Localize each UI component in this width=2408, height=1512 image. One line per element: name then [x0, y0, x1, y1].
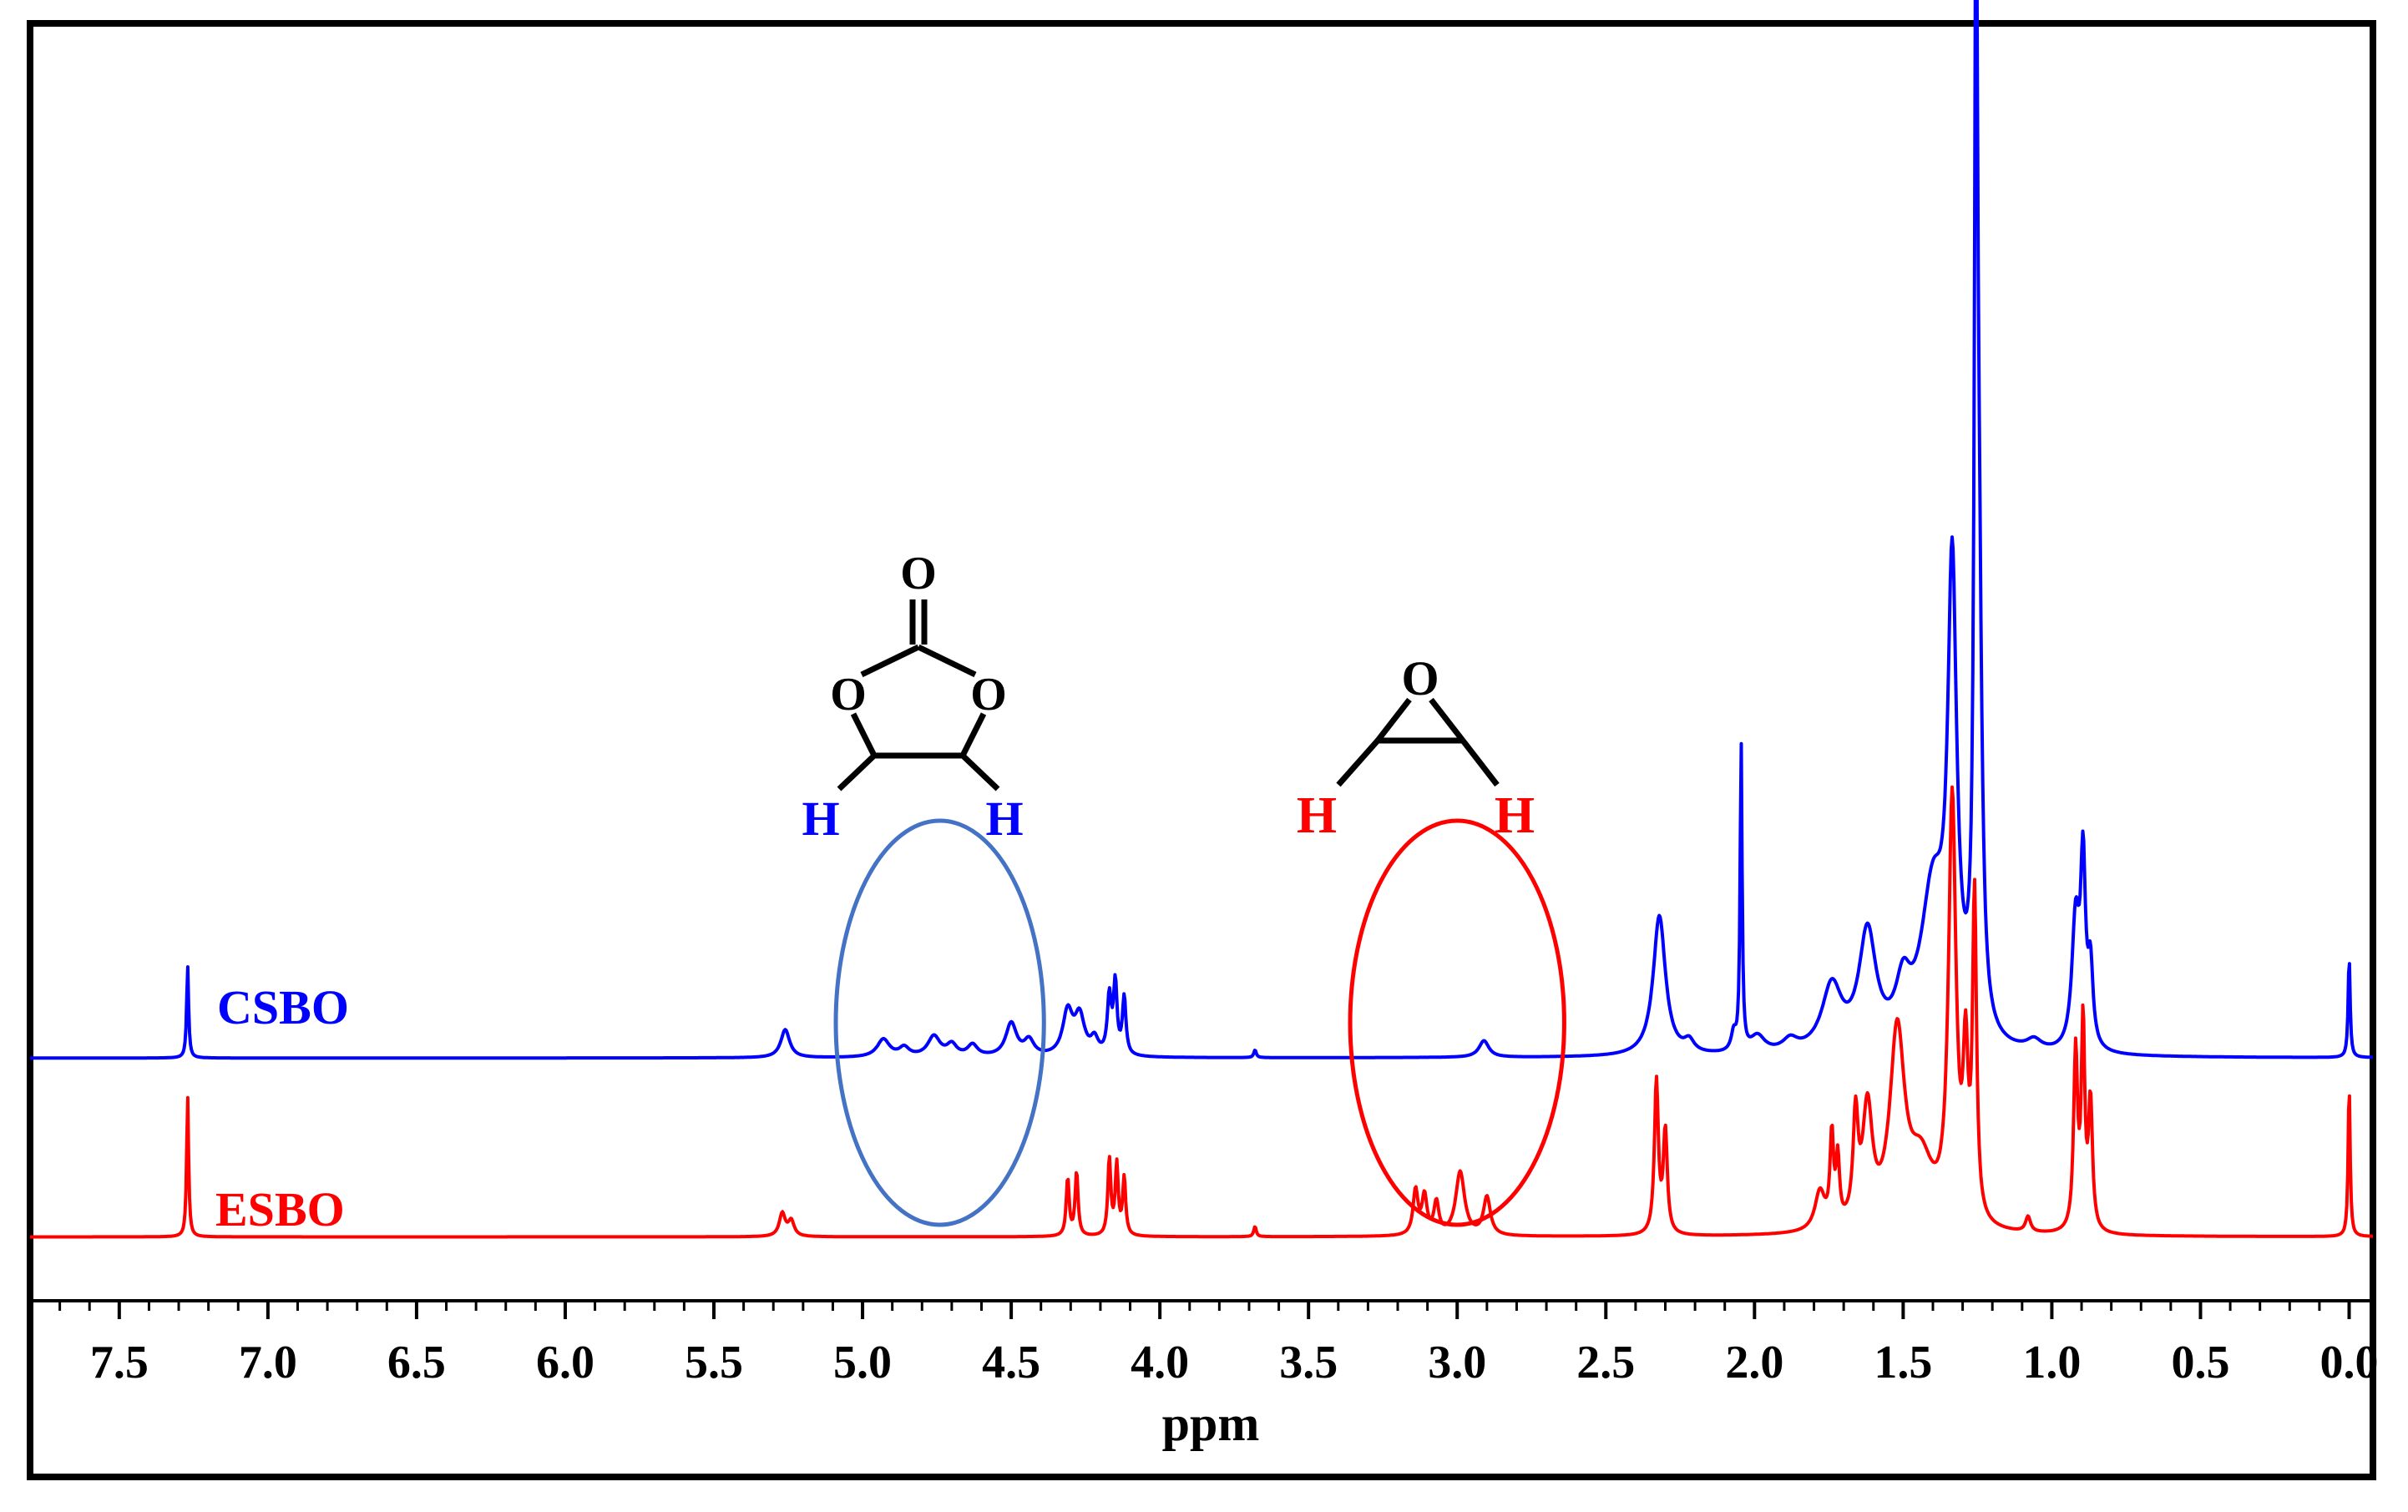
- x-tick-label: 7.5: [90, 1337, 149, 1388]
- x-tick-label: 3.5: [1279, 1337, 1338, 1388]
- series-line-csbo: [29, 0, 2374, 1060]
- x-tick-label: 2.5: [1576, 1337, 1635, 1388]
- epoxide-region-ellipse: [1348, 818, 1566, 1227]
- epoxide-o: O: [1401, 651, 1439, 705]
- x-tick-label: 4.5: [982, 1337, 1040, 1388]
- x-tick-label: 0.0: [2320, 1337, 2379, 1388]
- x-tick-label: 6.0: [536, 1337, 594, 1388]
- x-tick-label: 0.5: [2171, 1337, 2229, 1388]
- x-tick-label: 4.0: [1131, 1337, 1189, 1388]
- legend-label-esbo: ESBO: [215, 1182, 345, 1236]
- x-tick-label: 1.0: [2022, 1337, 2081, 1388]
- x-tick-label: 6.5: [387, 1337, 446, 1388]
- carbonate-carbonyl-o: O: [900, 548, 937, 599]
- carbonate-ring-o-left: O: [830, 669, 867, 721]
- carbonate-h-right: H: [985, 791, 1023, 846]
- x-tick-label: 2.0: [1725, 1337, 1783, 1388]
- carbonate-h-left: H: [802, 791, 839, 846]
- x-tick-label: 3.0: [1428, 1337, 1486, 1388]
- carbonate-region-ellipse: [833, 818, 1046, 1227]
- x-tick-label: 5.0: [833, 1337, 892, 1388]
- x-tick-label: 5.5: [685, 1337, 743, 1388]
- x-axis-ticks: [58, 1301, 2351, 1319]
- cyclic-carbonate-structure: O O O H H: [802, 548, 1023, 846]
- legend-label-csbo: CSBO: [217, 980, 349, 1034]
- x-tick-label: 1.5: [1874, 1337, 1932, 1388]
- epoxide-h-left: H: [1297, 787, 1337, 844]
- epoxide-structure: O H H: [1297, 651, 1535, 844]
- series-line-esbo: [29, 785, 2374, 1239]
- epoxide-h-right: H: [1495, 787, 1535, 844]
- carbonate-ring-o-right: O: [970, 669, 1007, 721]
- x-axis-tick-labels: 7.5 7.0 6.5 6.0 5.5 5.0 4.5 4.0 3.5 3.0 2.5 2.0 1.5 1…: [90, 1337, 2379, 1388]
- x-axis-label: ppm: [1162, 1396, 1260, 1451]
- x-tick-label: 7.0: [239, 1337, 297, 1388]
